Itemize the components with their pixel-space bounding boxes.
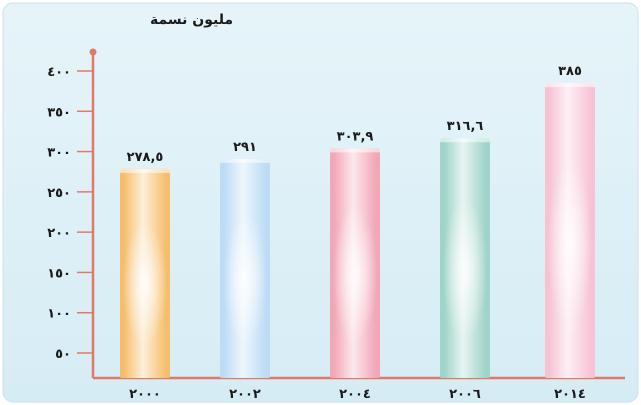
data-label: ٢٩١	[233, 140, 257, 155]
y-tick-label: ١٠٠	[47, 307, 71, 322]
data-label: ٢٧٨,٥	[127, 150, 164, 165]
bar-glow	[332, 205, 378, 344]
bar-top-edge	[220, 158, 270, 163]
data-label: ٣١٦,٦	[447, 119, 484, 134]
data-label: ٣٠٣,٩	[337, 129, 374, 144]
bar-top-edge	[545, 83, 595, 88]
data-label: ٣٨٥	[558, 64, 582, 79]
y-axis-label: مليون نسمة	[150, 12, 233, 28]
y-tick-label: ٣٠٠	[47, 146, 71, 161]
bar-top-edge	[440, 138, 490, 143]
bar-glow	[122, 221, 168, 347]
y-tick-label: ٣٥٠	[47, 105, 71, 120]
y-tick-label: ٢٥٠	[47, 186, 71, 201]
x-tick-label: ٢٠٠٤	[339, 387, 371, 402]
y-tick-label: ١٥٠	[47, 266, 71, 281]
bar-top-edge	[120, 168, 170, 173]
x-tick-label: ٢٠٠٢	[229, 387, 261, 402]
y-tick-label: ٥٠	[55, 347, 71, 362]
plot-area: ٥٠ ١٠٠ ١٥٠ ٢٠٠ ٢٥٠ ٣٠٠ ٣٥٠ ٤٠٠ ٢٧٨,٥ ٢٠٠٠ ٢٩١ ٢٠٠٢ ٣…	[47, 48, 625, 402]
bar-top-edge	[330, 148, 380, 153]
bar-glow	[222, 213, 268, 346]
bar-glow	[442, 198, 488, 343]
x-tick-label: ٢٠٠٦	[449, 387, 481, 402]
x-tick-label: ٢٠١٤	[554, 387, 586, 402]
x-tick-label: ٢٠٠٠	[129, 387, 161, 402]
bar-glow	[547, 156, 593, 334]
y-axis-arrow-dot	[89, 48, 97, 56]
y-tick-label: ٢٠٠	[47, 226, 71, 241]
y-tick-label: ٤٠٠	[47, 65, 71, 80]
